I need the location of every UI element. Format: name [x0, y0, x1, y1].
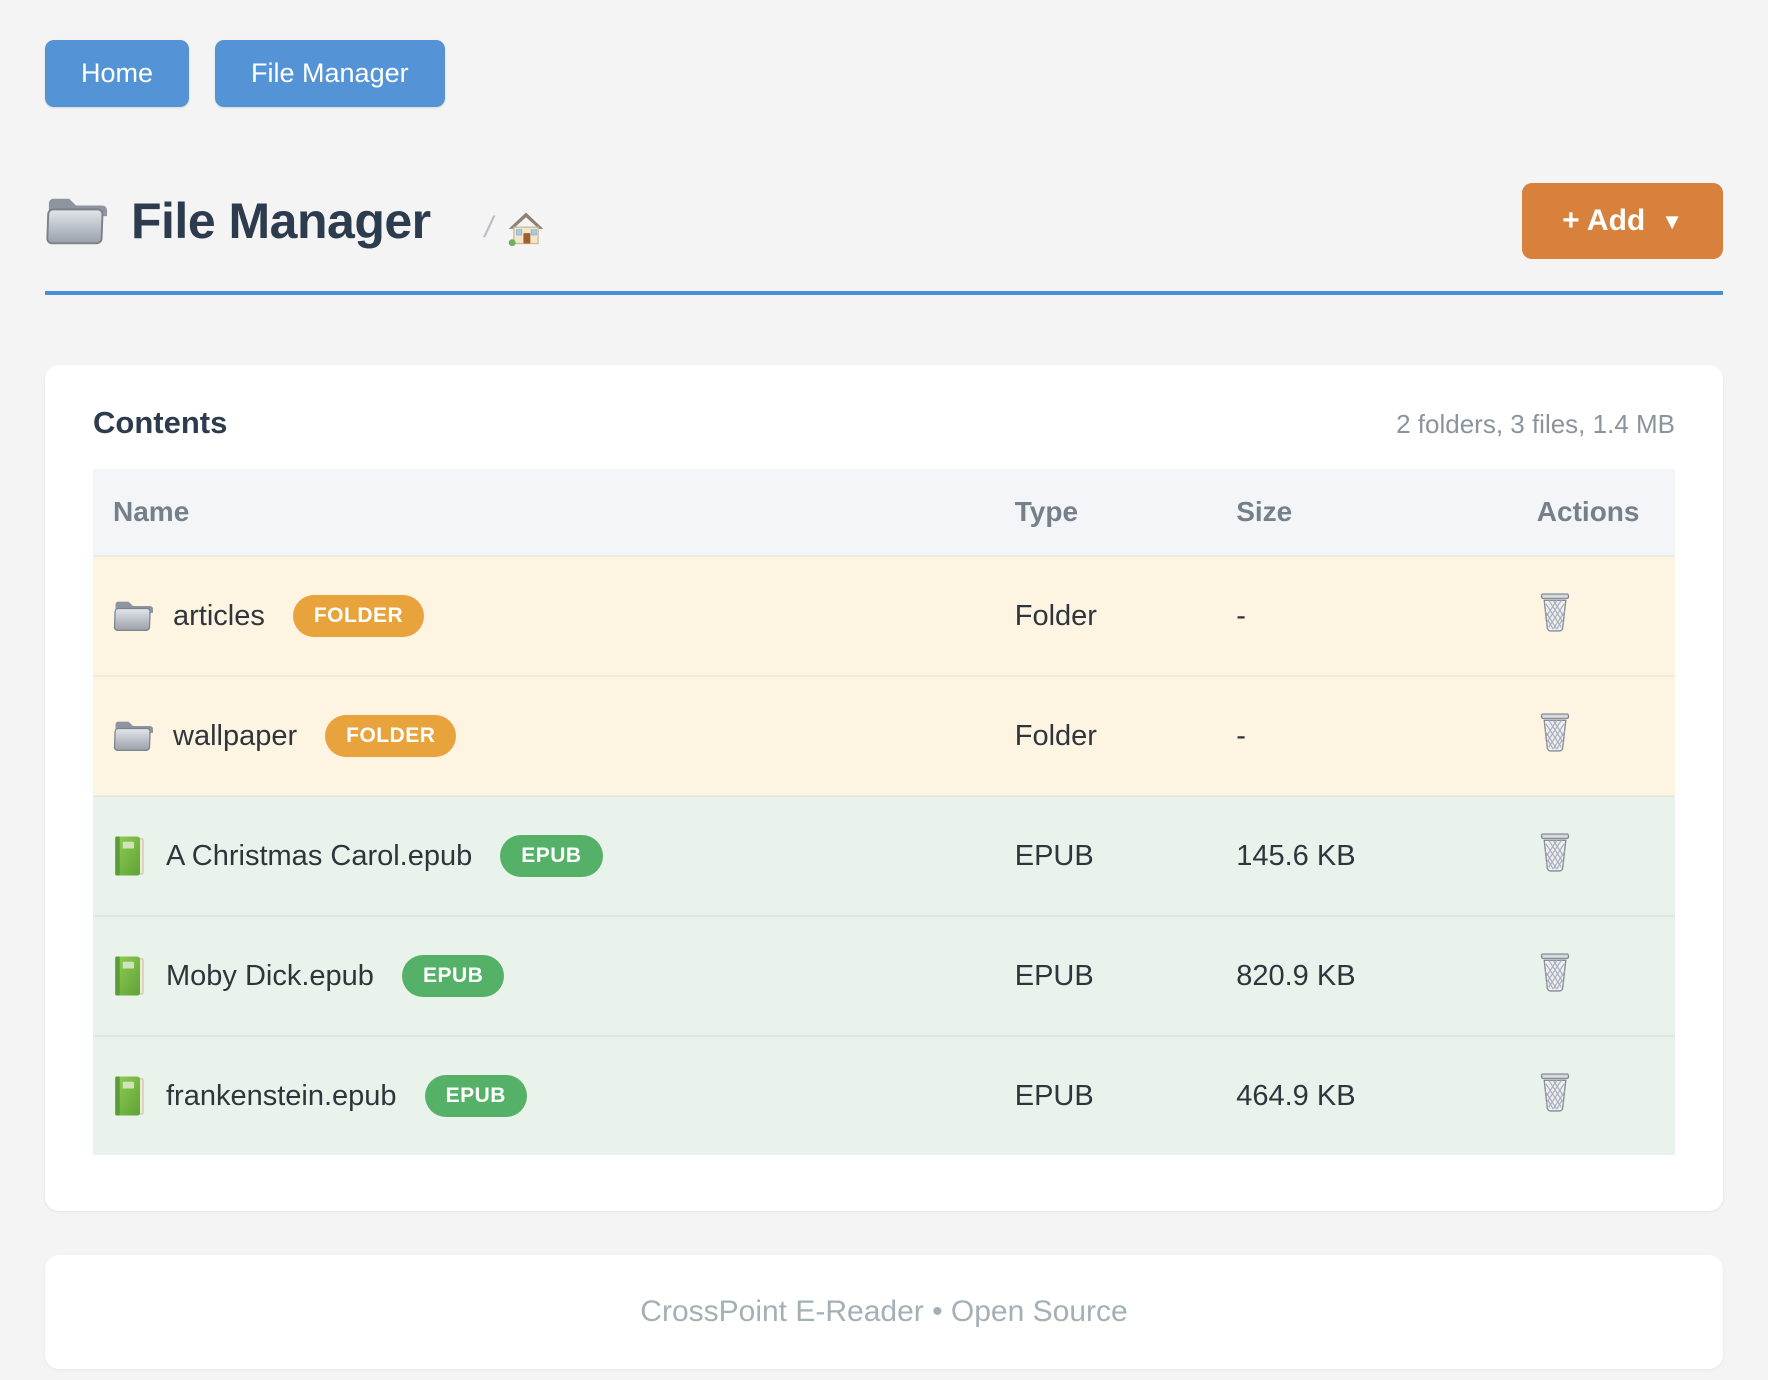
delete-button[interactable]	[1537, 831, 1573, 873]
item-name[interactable]: articles	[173, 599, 265, 632]
type-badge: EPUB	[401, 955, 505, 997]
breadcrumb: /	[485, 209, 545, 247]
table-row: wallpaper FOLDER Folder -	[93, 675, 1675, 796]
green-book-icon	[113, 1075, 146, 1117]
column-header-actions: Actions	[1516, 469, 1675, 556]
item-name[interactable]: A Christmas Carol.epub	[166, 839, 473, 872]
item-name[interactable]: Moby Dick.epub	[166, 959, 374, 992]
type-badge: FOLDER	[325, 715, 457, 757]
file-manager-button[interactable]: File Manager	[215, 40, 445, 107]
item-name[interactable]: wallpaper	[173, 719, 298, 752]
size-cell: -	[1216, 555, 1517, 676]
folder-icon	[113, 599, 154, 633]
file-table-body: articles FOLDER Folder - wallpaper	[93, 555, 1675, 1155]
trash-icon	[1537, 951, 1573, 993]
footer: CrossPoint E-Reader • Open Source	[45, 1255, 1723, 1369]
add-button-label: + Add	[1562, 204, 1646, 237]
trash-icon	[1537, 711, 1573, 753]
trash-icon	[1537, 591, 1573, 633]
breadcrumb-separator: /	[484, 211, 493, 244]
page-title: File Manager	[131, 193, 431, 249]
table-row: A Christmas Carol.epub EPUB EPUB 145.6 K…	[93, 795, 1675, 916]
trash-icon	[1537, 1071, 1573, 1113]
home-button[interactable]: Home	[45, 40, 190, 107]
delete-button[interactable]	[1537, 1071, 1573, 1113]
table-header-row: Name Type Size Actions	[93, 469, 1675, 556]
size-cell: 464.9 KB	[1216, 1035, 1517, 1155]
column-header-size: Size	[1216, 469, 1517, 556]
footer-text: CrossPoint E-Reader • Open Source	[640, 1295, 1128, 1328]
type-cell: EPUB	[994, 1035, 1217, 1155]
table-row: articles FOLDER Folder -	[93, 555, 1675, 676]
caret-down-icon: ▼	[1661, 209, 1683, 234]
column-header-name: Name	[93, 469, 995, 556]
size-cell: 820.9 KB	[1216, 915, 1517, 1036]
table-row: frankenstein.epub EPUB EPUB 464.9 KB	[93, 1035, 1675, 1155]
column-header-type: Type	[994, 469, 1217, 556]
item-name[interactable]: frankenstein.epub	[166, 1079, 397, 1112]
green-book-icon	[113, 835, 146, 877]
delete-button[interactable]	[1537, 951, 1573, 993]
top-nav: Home File Manager	[45, 40, 1723, 107]
type-cell: Folder	[994, 555, 1217, 676]
type-cell: EPUB	[994, 795, 1217, 916]
type-badge: FOLDER	[292, 595, 425, 637]
folder-icon	[113, 719, 154, 753]
file-table: Name Type Size Actions articles FOLDER F…	[93, 469, 1675, 1155]
size-cell: 145.6 KB	[1216, 795, 1517, 916]
home-icon[interactable]	[507, 209, 545, 247]
type-badge: EPUB	[500, 835, 603, 877]
type-cell: Folder	[994, 675, 1217, 796]
title-underline	[45, 291, 1723, 295]
type-cell: EPUB	[994, 915, 1217, 1036]
page-header: File Manager / + Add ▼	[45, 183, 1723, 259]
folder-icon	[45, 194, 108, 248]
table-row: Moby Dick.epub EPUB EPUB 820.9 KB	[93, 915, 1675, 1036]
contents-title: Contents	[93, 405, 228, 440]
delete-button[interactable]	[1537, 591, 1573, 633]
contents-summary: 2 folders, 3 files, 1.4 MB	[1396, 409, 1675, 439]
type-badge: EPUB	[424, 1075, 527, 1117]
green-book-icon	[113, 955, 146, 997]
add-button[interactable]: + Add ▼	[1522, 183, 1723, 259]
trash-icon	[1537, 831, 1573, 873]
delete-button[interactable]	[1537, 711, 1573, 753]
size-cell: -	[1216, 675, 1517, 796]
contents-card: Contents 2 folders, 3 files, 1.4 MB Name…	[45, 365, 1723, 1211]
